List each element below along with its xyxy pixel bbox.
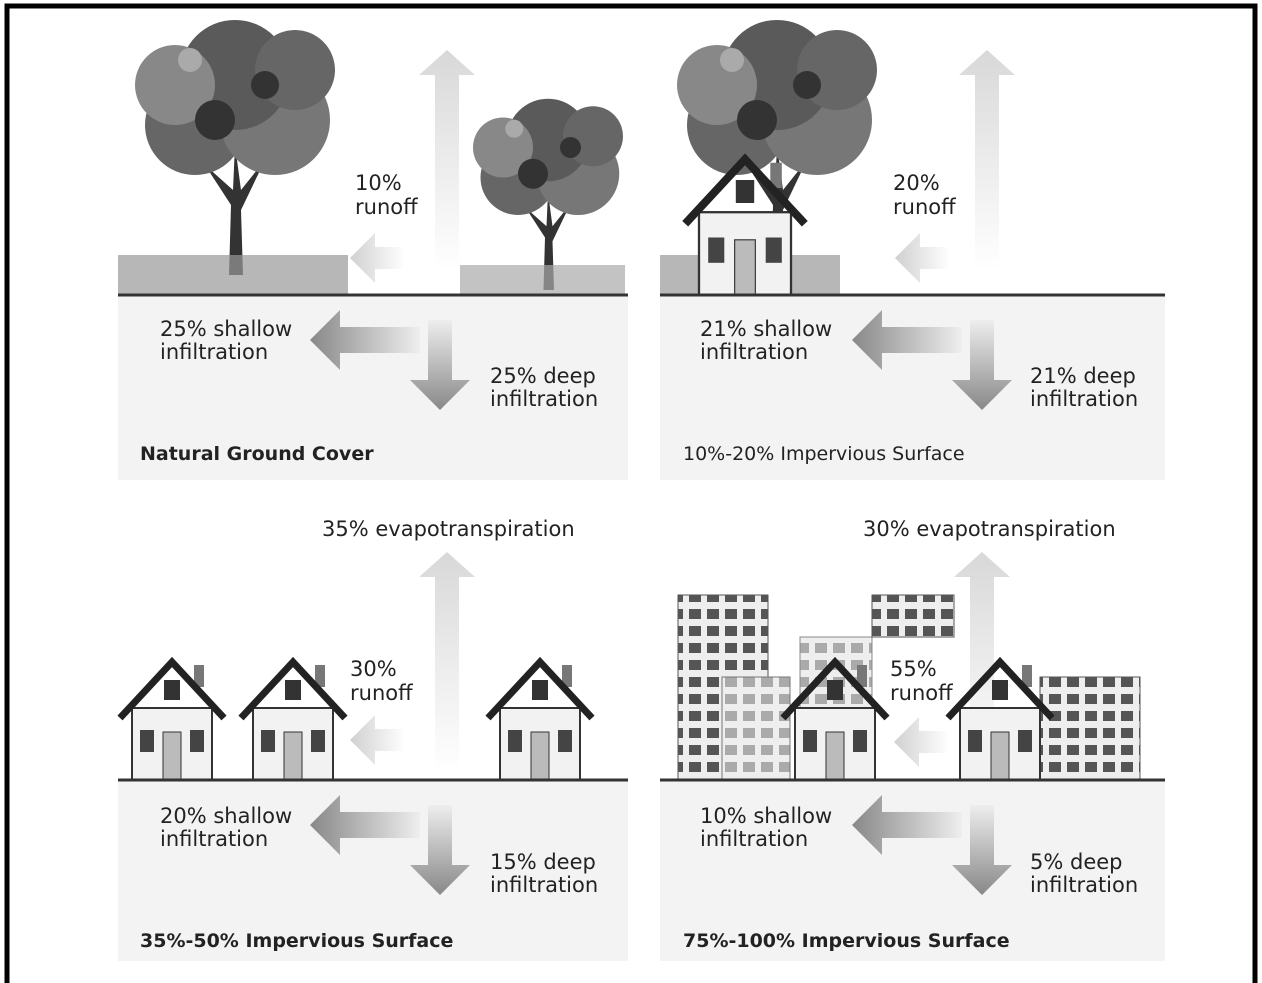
shallow-label: infiltration: [700, 827, 808, 851]
house: [241, 662, 345, 780]
runoff-label: runoff: [350, 681, 413, 705]
shallow-label: 10% shallow: [700, 804, 832, 828]
panel-natural: 10% runoff 25% shallow infiltration 25% …: [118, 20, 628, 480]
runoff-label: 10%: [355, 171, 402, 195]
runoff-label: 55%: [890, 657, 937, 681]
runoff-label: 20%: [893, 171, 940, 195]
deep-label: infiltration: [1030, 387, 1138, 411]
house: [685, 159, 805, 295]
panel-10-20: 20% runoff 21% shallow infiltration 21% …: [660, 20, 1165, 480]
tree: [473, 99, 623, 290]
shallow-label: 25% shallow: [160, 317, 292, 341]
runoff-arrow: [350, 233, 405, 283]
panel-35-50: 35% evapotranspiration 30% runoff 20% sh…: [118, 517, 628, 961]
evapotranspiration-label: 30% evapotranspiration: [863, 517, 1116, 541]
runoff-label: runoff: [890, 681, 953, 705]
deep-label: infiltration: [490, 873, 598, 897]
shallow-label: infiltration: [160, 827, 268, 851]
evapotranspiration-arrow: [419, 552, 475, 772]
evapotranspiration-arrow: [959, 50, 1015, 270]
building: [1040, 677, 1140, 780]
house: [488, 662, 592, 780]
runoff-label: 30%: [350, 657, 397, 681]
shrubs: [460, 265, 625, 295]
panel-title: 75%-100% Impervious Surface: [683, 930, 1010, 952]
shallow-label: 21% shallow: [700, 317, 832, 341]
deep-label: 21% deep: [1030, 364, 1136, 388]
shallow-label: 20% shallow: [160, 804, 292, 828]
deep-label: 25% deep: [490, 364, 596, 388]
shallow-label: infiltration: [700, 340, 808, 364]
house: [120, 662, 224, 780]
deep-label: 5% deep: [1030, 850, 1123, 874]
runoff-arrow: [895, 233, 950, 283]
panel-title: 10%-20% Impervious Surface: [683, 443, 965, 465]
panel-title: 35%-50% Impervious Surface: [140, 930, 453, 952]
building: [722, 677, 790, 780]
deep-label: infiltration: [490, 387, 598, 411]
panel-75-100: 30% evapotranspiration 55% runoff 10% sh…: [660, 517, 1165, 961]
building: [872, 595, 954, 637]
shallow-label: infiltration: [160, 340, 268, 364]
runoff-label: runoff: [893, 195, 956, 219]
deep-label: infiltration: [1030, 873, 1138, 897]
runoff-label: runoff: [355, 195, 418, 219]
page: 10% runoff 25% shallow infiltration 25% …: [0, 0, 1262, 983]
deep-label: 15% deep: [490, 850, 596, 874]
diagram: 10% runoff 25% shallow infiltration 25% …: [0, 0, 1262, 983]
tree: [135, 20, 335, 275]
runoff-arrow: [350, 715, 405, 765]
evapotranspiration-arrow: [419, 50, 475, 270]
panel-title: Natural Ground Cover: [140, 443, 374, 465]
shrubs: [118, 255, 348, 295]
house: [948, 662, 1052, 780]
evapotranspiration-label: 35% evapotranspiration: [322, 517, 575, 541]
runoff-arrow: [894, 717, 949, 767]
